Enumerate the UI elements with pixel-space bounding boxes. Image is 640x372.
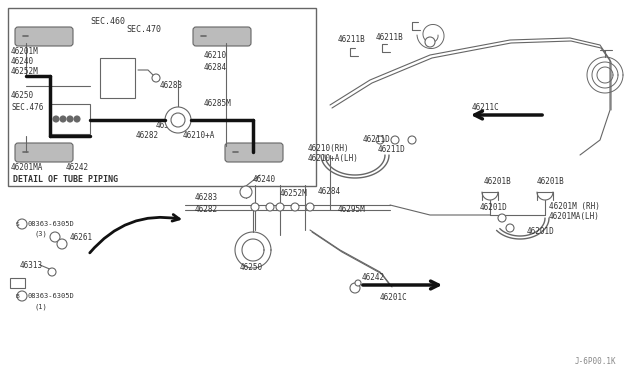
Text: 46282: 46282	[136, 131, 159, 141]
Text: 46211C: 46211C	[472, 103, 500, 112]
Text: SEC.476: SEC.476	[11, 103, 44, 112]
Circle shape	[350, 283, 360, 293]
Text: 46242: 46242	[66, 164, 89, 173]
Circle shape	[152, 74, 160, 82]
Text: J-6P00.1K: J-6P00.1K	[575, 357, 616, 366]
Text: 46240: 46240	[253, 176, 276, 185]
Text: 46252M: 46252M	[280, 189, 308, 198]
Text: 46284: 46284	[204, 64, 227, 73]
Text: 46210+A: 46210+A	[183, 131, 216, 141]
Circle shape	[17, 291, 27, 301]
Text: 46210(RH): 46210(RH)	[308, 144, 349, 153]
Text: (3): (3)	[35, 231, 48, 237]
Text: 46201D: 46201D	[480, 202, 508, 212]
Circle shape	[251, 203, 259, 211]
Text: 46201C: 46201C	[380, 294, 408, 302]
Text: 46211B: 46211B	[338, 35, 365, 45]
Circle shape	[17, 219, 27, 229]
Circle shape	[57, 239, 67, 249]
FancyBboxPatch shape	[193, 27, 251, 46]
Text: 46211D: 46211D	[378, 145, 406, 154]
Circle shape	[53, 116, 59, 122]
Circle shape	[506, 224, 514, 232]
Text: DETAIL OF TUBE PIPING: DETAIL OF TUBE PIPING	[13, 176, 118, 185]
Bar	[100, 58, 135, 98]
Text: 08363-6305D: 08363-6305D	[28, 293, 75, 299]
Bar	[10, 278, 25, 288]
Circle shape	[50, 232, 60, 242]
Circle shape	[266, 203, 274, 211]
Text: 46201MA: 46201MA	[11, 164, 44, 173]
Text: 46210+A(LH): 46210+A(LH)	[308, 154, 359, 163]
Text: 46261: 46261	[70, 232, 93, 241]
Text: 46210: 46210	[204, 51, 227, 61]
Text: 46295M: 46295M	[338, 205, 365, 215]
Circle shape	[306, 203, 314, 211]
Text: 46282: 46282	[195, 205, 218, 215]
Circle shape	[60, 116, 66, 122]
Text: 46284: 46284	[318, 187, 341, 196]
Circle shape	[67, 116, 73, 122]
Text: 46252M: 46252M	[11, 67, 39, 77]
Text: 08363-6305D: 08363-6305D	[28, 221, 75, 227]
Circle shape	[171, 113, 185, 127]
Text: 46242: 46242	[362, 273, 385, 282]
Text: (1): (1)	[35, 304, 48, 310]
Bar	[50, 104, 90, 134]
Text: 46283: 46283	[195, 193, 218, 202]
Circle shape	[355, 280, 361, 286]
Circle shape	[240, 186, 252, 198]
Text: 46313: 46313	[156, 122, 179, 131]
Circle shape	[425, 37, 435, 47]
FancyBboxPatch shape	[15, 143, 73, 162]
Circle shape	[408, 136, 416, 144]
Text: 46211D: 46211D	[363, 135, 391, 144]
Text: SEC.460: SEC.460	[90, 17, 125, 26]
Text: 46283: 46283	[160, 81, 183, 90]
Text: 46313: 46313	[20, 260, 43, 269]
FancyBboxPatch shape	[225, 143, 283, 162]
Circle shape	[391, 136, 399, 144]
Circle shape	[276, 203, 284, 211]
Circle shape	[291, 203, 299, 211]
Text: 46201B: 46201B	[537, 177, 564, 186]
Circle shape	[376, 136, 384, 144]
Text: 46201M: 46201M	[11, 48, 39, 57]
Text: 46250: 46250	[240, 263, 263, 272]
Text: 46250: 46250	[11, 92, 34, 100]
Text: B: B	[15, 294, 19, 298]
Circle shape	[74, 116, 80, 122]
Circle shape	[48, 268, 56, 276]
Bar	[8, 8, 316, 186]
Text: 46201B: 46201B	[484, 177, 512, 186]
Text: 46201MA(LH): 46201MA(LH)	[549, 212, 600, 221]
Text: SEC.470: SEC.470	[126, 26, 161, 35]
FancyBboxPatch shape	[15, 27, 73, 46]
Text: 46201D: 46201D	[527, 228, 555, 237]
Text: 46240: 46240	[11, 58, 34, 67]
Text: 46201M (RH): 46201M (RH)	[549, 202, 600, 212]
Text: 46285M: 46285M	[204, 99, 232, 108]
Circle shape	[165, 107, 191, 133]
Text: S: S	[15, 221, 19, 227]
Circle shape	[498, 214, 506, 222]
Text: 46211B: 46211B	[376, 32, 404, 42]
